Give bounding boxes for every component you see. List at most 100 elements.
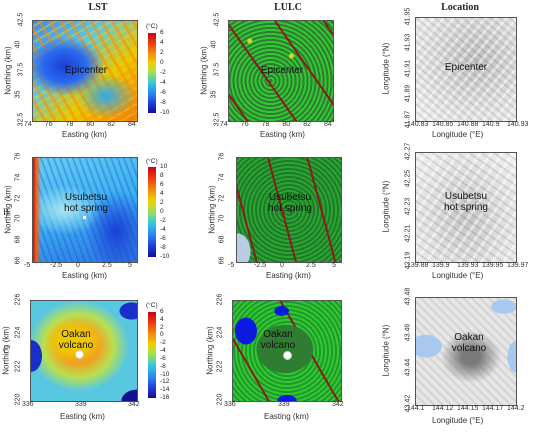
loc-x-tick: 139.93	[457, 262, 479, 269]
lulc-xticks-1: 74 76 78 80 82 84	[220, 121, 332, 131]
colorbar-tick: -2	[160, 69, 166, 76]
lst-xticks-2: -5 -2.5 0 2.5 5	[24, 262, 136, 272]
usubetsu-line2: hot spring	[64, 203, 108, 214]
colorbar-tick: -2	[160, 339, 166, 347]
lulc-xticks-3: 336 339 342	[224, 401, 344, 411]
oakan-marker-lulc	[283, 351, 292, 360]
lst-y-tick: 35	[14, 90, 22, 99]
northing-label-lulc-2: Northing (km)	[207, 185, 217, 234]
colorbar-tick: 4	[160, 190, 164, 197]
longitude-y-label-3: Longitude (°N)	[381, 324, 391, 377]
loc-x-tick: 144.2	[507, 405, 525, 412]
colorbar-tick: 2	[160, 199, 164, 206]
lulc-x-tick: 82	[303, 121, 311, 128]
usubetsu-marker-lst	[83, 216, 86, 219]
lst-x-tick: 339	[75, 401, 87, 408]
loc-y-tick: 42.27	[404, 142, 412, 161]
lulc-x-tick: 84	[324, 121, 332, 128]
loc-x-tick: 140.85	[432, 121, 454, 128]
easting-label-2: Easting (km)	[62, 271, 107, 280]
lulc-yticks-1: 32.5 35 37.5 40 42.5	[206, 13, 226, 127]
oakan-marker-lst	[75, 350, 84, 359]
oakan-label-location: Oakan volcano	[434, 332, 504, 354]
oakan-label-lst: Oakan volcano	[41, 329, 111, 351]
lst-x-tick: 2.5	[102, 262, 112, 269]
lulc-y-tick: 37.5	[213, 62, 221, 77]
colorbar-tick: -14	[160, 386, 170, 394]
loc-x-tick: 144.12	[432, 405, 454, 412]
location-map-usubetsu: Usubetsu hot spring	[415, 152, 517, 263]
lst-x-tick: 336	[22, 401, 34, 408]
loc-x-tick: 140.93	[507, 121, 529, 128]
usubetsu-line1: Usubetsu	[64, 192, 108, 203]
oakan-lulc-line1: Oakan	[263, 329, 293, 340]
lst-y-tick: 68	[14, 235, 22, 244]
loc-x-tick: 139.88	[407, 262, 429, 269]
oakan-label-lulc: Oakan volcano	[243, 329, 313, 351]
colorbar-tick: -2	[160, 217, 166, 224]
loc-y-tick: 43.44	[404, 359, 412, 377]
colorbar-tick: 2	[160, 49, 164, 56]
lst-x-tick: 76	[44, 121, 53, 128]
lulc-y-tick: 222	[216, 360, 224, 372]
usubetsu-loc-line1: Usubetsu	[444, 191, 488, 202]
lst-xticks-1: 74 76 78 80 82 84	[24, 121, 136, 131]
unit-label-3: (°C)	[146, 302, 158, 309]
lulc-y-tick: 66	[218, 256, 226, 265]
colorbar-ticks-2: 10 8 6 4 2 0 -2 -4 -6 -8 -10	[160, 163, 180, 260]
lst-y-tick: 220	[14, 393, 22, 406]
northing-label-2: Northing (km)	[3, 185, 13, 234]
unit-label: (°C)	[146, 23, 158, 30]
loc-y-tick: 42.23	[404, 197, 412, 215]
lulc-xticks-2: -5 -2.5 0 2.5 5	[228, 262, 340, 272]
loc-y-tick: 42.19	[404, 251, 412, 270]
lst-map-usubetsu: Usubetsu hot spring	[32, 157, 138, 263]
loc-y-tick: 41.95	[404, 7, 412, 26]
loc-x-tick: 144.1	[407, 405, 425, 412]
lst-x-tick: 74	[24, 121, 32, 128]
colorbar-tick: -8	[160, 362, 166, 370]
easting-label-lulc-1: Easting (km)	[260, 130, 305, 139]
loc-y-tick: 43.48	[404, 287, 412, 306]
lst-y-tick: 70	[14, 214, 22, 223]
northing-label-lulc-3: Northing (km)	[205, 326, 215, 375]
lulc-x-tick: 80	[282, 121, 291, 128]
col-title-location: Location	[441, 2, 479, 13]
lulc-yticks-2: 66 68 70 72 74 76	[214, 153, 234, 265]
lst-y-tick: 72	[14, 194, 22, 202]
lst-y-tick: 42.5	[17, 12, 25, 27]
colorbar-lst-2	[148, 167, 156, 257]
loc-xticks-3: 144.1 144.12 144.15 144.17 144.2	[407, 405, 525, 415]
colorbar-tick: 4	[160, 315, 164, 323]
loc-yticks-2: 42.19 42.21 42.23 42.25 42.27	[395, 143, 415, 270]
usubetsu-loc-line2: hot spring	[444, 202, 488, 213]
lst-yticks-2: 66 68 70 72 74 76	[10, 153, 30, 265]
lulc-y-tick: 68	[218, 235, 226, 244]
lulc-map-usubetsu: Usubetsu hot spring	[236, 157, 342, 263]
lulc-map-epicenter: Epicenter	[228, 20, 334, 122]
colorbar-tick: -12	[160, 378, 170, 386]
lulc-y-tick: 42.5	[213, 12, 221, 27]
loc-y-tick: 42.21	[404, 224, 412, 243]
lst-x-tick: -5	[24, 262, 31, 269]
easting-label-lulc-3: Easting (km)	[264, 412, 309, 421]
lst-y-tick: 224	[14, 326, 22, 339]
northing-label: Northing (km)	[3, 46, 13, 95]
colorbar-lst-3	[148, 312, 156, 398]
lulc-x-tick: -5	[228, 262, 235, 269]
lulc-x-tick: 78	[261, 121, 270, 128]
colorbar-tick: -6	[160, 354, 166, 362]
colorbar-tick: -10	[160, 253, 170, 260]
longitude-y-label-2: Longitude (°N)	[381, 180, 391, 233]
lst-x-tick: 80	[86, 121, 95, 128]
colorbar-tick: -8	[160, 99, 166, 106]
longitude-x-label-3: Longitude (°E)	[432, 416, 484, 425]
location-map-oakan: Oakan volcano	[415, 297, 517, 406]
epicenter-label-lulc: Epicenter	[260, 65, 304, 76]
lst-map-oakan: Oakan volcano	[30, 300, 138, 402]
lulc-x-tick: 336	[224, 401, 236, 408]
lst-yticks-1: 32.5 35 37.5 40 42.5	[10, 13, 30, 127]
colorbar-tick: -6	[160, 89, 166, 96]
lulc-x-tick: 2.5	[306, 262, 316, 269]
lst-y-tick: 40	[14, 40, 22, 49]
